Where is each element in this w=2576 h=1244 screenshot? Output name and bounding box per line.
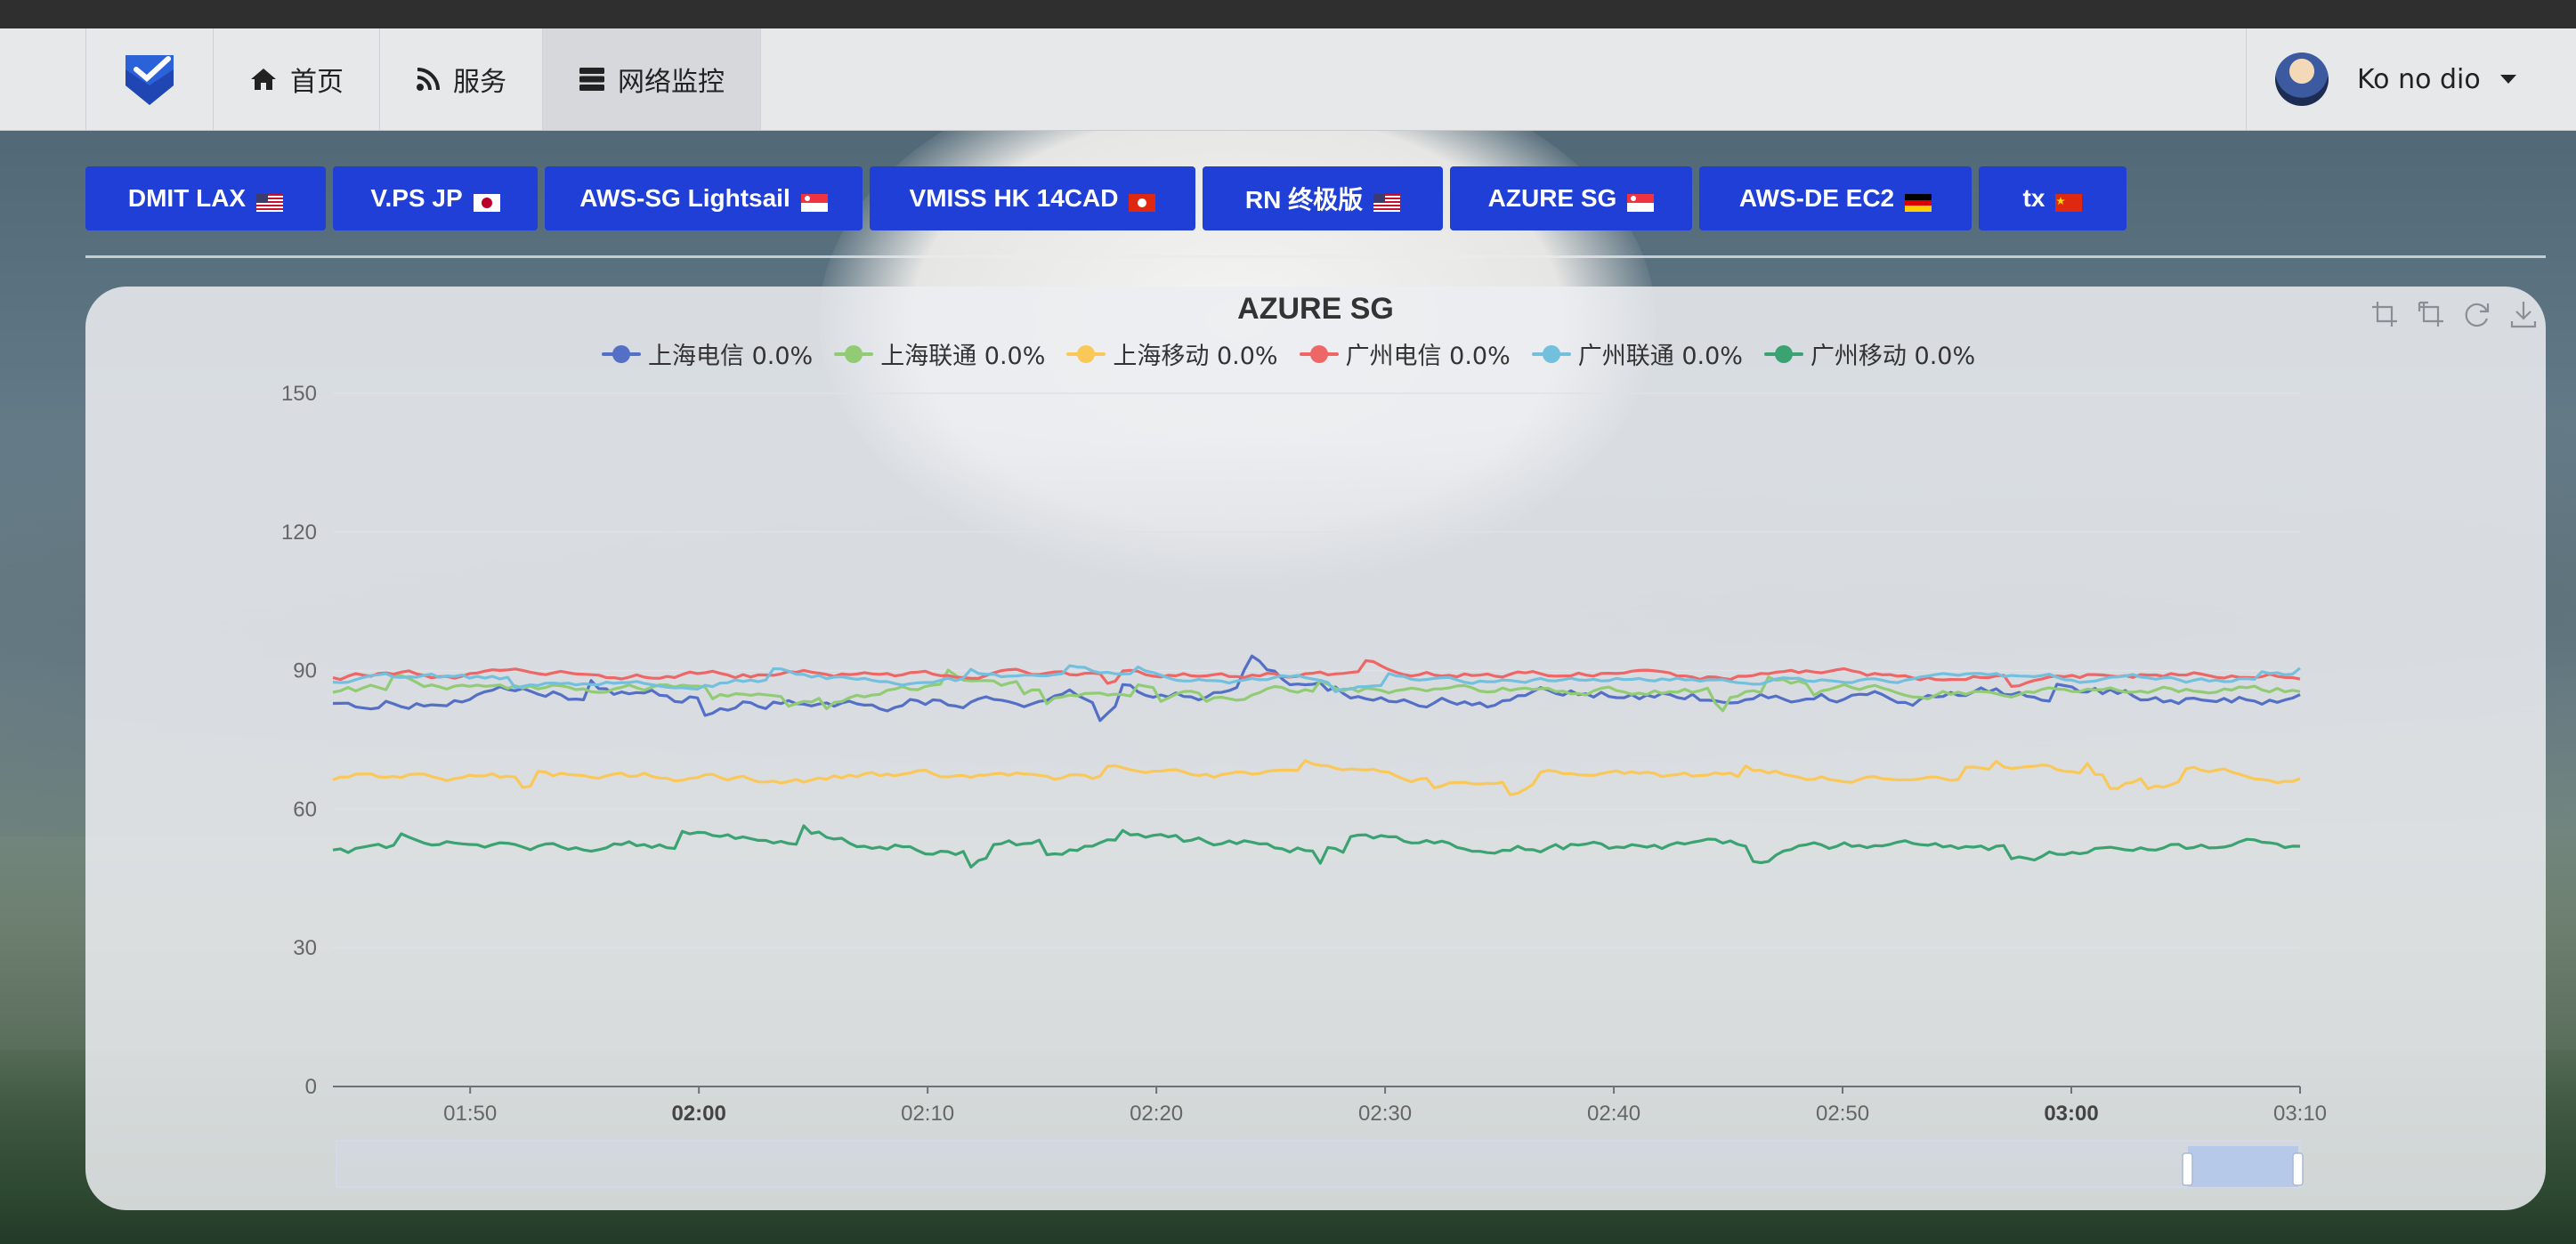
legend-marker-icon: [1066, 344, 1106, 364]
divider: [85, 255, 2546, 258]
nav-item-network-monitor[interactable]: 网络监控: [543, 28, 761, 130]
legend-marker-icon: [1763, 344, 1803, 364]
chevron-down-icon: [2499, 75, 2516, 84]
legend-label: 广州移动 0.0%: [1810, 343, 1976, 370]
legend-item[interactable]: 广州联通 0.0%: [1531, 336, 1743, 371]
browser-top-strip: [0, 0, 2576, 28]
chart-series: [332, 654, 2301, 868]
chart-toolbox: [2369, 299, 2539, 329]
nav-item-label: 首页: [290, 67, 344, 98]
tab-label: tx: [2022, 184, 2045, 212]
tab-aws-sg-lightsail[interactable]: AWS-SG Lightsail: [545, 166, 863, 230]
x-tick-label: 02:10: [901, 1102, 954, 1126]
home-icon: [249, 67, 278, 92]
tab-label: AWS-SG Lightsail: [579, 184, 790, 212]
legend-item[interactable]: 上海联通 0.0%: [834, 336, 1045, 371]
sg-flag-icon: [800, 190, 828, 212]
tab-dmit-lax[interactable]: DMIT LAX: [85, 166, 326, 230]
nav-item-label: 网络监控: [618, 67, 725, 98]
hk-flag-icon: [1129, 190, 1156, 212]
tab-label: AWS-DE EC2: [1738, 184, 1895, 212]
legend-label: 上海电信 0.0%: [648, 343, 814, 370]
legend-item[interactable]: 上海移动 0.0%: [1066, 336, 1278, 371]
legend-label: 广州电信 0.0%: [1345, 343, 1511, 370]
tab-label: AZURE SG: [1487, 184, 1617, 212]
y-tick-label: 0: [305, 1075, 317, 1099]
series-line: [332, 824, 2301, 868]
avatar: [2275, 53, 2329, 106]
us-flag-icon: [256, 190, 284, 212]
legend-label: 广州联通 0.0%: [1577, 343, 1743, 370]
y-tick-label: 90: [293, 659, 317, 683]
server-tabs: DMIT LAX V.PS JP AWS-SG Lightsail VMISS …: [85, 166, 2126, 230]
us-flag-icon: [1373, 190, 1401, 212]
jp-flag-icon: [473, 190, 500, 212]
tab-label: VMISS HK 14CAD: [909, 184, 1119, 212]
legend-label: 上海联通 0.0%: [880, 343, 1046, 370]
tab-azure-sg[interactable]: AZURE SG: [1450, 166, 1692, 230]
data-zoom-slider: [336, 1140, 2304, 1188]
legend-item[interactable]: 广州电信 0.0%: [1299, 336, 1511, 371]
chart-grid: [333, 392, 2300, 949]
tab-label: DMIT LAX: [127, 184, 247, 212]
y-axis: 0 30 60 90 120 150: [281, 382, 317, 1099]
nav-item-services[interactable]: 服务: [380, 28, 543, 130]
server-icon: [579, 67, 605, 92]
legend-marker-icon: [602, 344, 641, 364]
x-tick-label: 02:00: [671, 1102, 725, 1126]
zoom-track: [336, 1140, 2301, 1188]
x-tick-label: 03:10: [2273, 1102, 2327, 1126]
legend-marker-icon: [834, 344, 874, 364]
y-tick-label: 60: [293, 797, 317, 821]
x-tick-label: 02:20: [1130, 1102, 1183, 1126]
chart-title: AZURE SG: [1237, 292, 1394, 326]
series-line: [332, 664, 2301, 693]
zoom-handle-right[interactable]: [2292, 1152, 2304, 1186]
y-tick-label: 30: [293, 936, 317, 960]
x-tick-label: 02:40: [1587, 1102, 1640, 1126]
nav-item-home[interactable]: 首页: [214, 28, 380, 130]
x-tick-label: 02:30: [1358, 1102, 1412, 1126]
zoom-handle-left[interactable]: [2182, 1152, 2193, 1186]
tab-aws-de-ec2[interactable]: AWS-DE EC2: [1699, 166, 1972, 230]
site-logo[interactable]: [85, 28, 214, 130]
de-flag-icon: [1905, 190, 1932, 212]
x-tick-label: 02:50: [1816, 1102, 1869, 1126]
nav-item-label: 服务: [453, 67, 506, 98]
rss-icon: [416, 67, 441, 92]
tab-tx[interactable]: tx: [1979, 166, 2126, 230]
legend-marker-icon: [1531, 344, 1571, 364]
chart-panel: AZURE SG 上海电信 0.0% 上海联通 0.0% 上海移动 0.0% 广州电信…: [85, 287, 2546, 1210]
cn-flag-icon: [2055, 190, 2083, 212]
zoom-window: [2188, 1146, 2298, 1187]
y-tick-label: 150: [281, 382, 317, 406]
legend-item[interactable]: 上海电信 0.0%: [602, 336, 813, 371]
series-line: [332, 759, 2301, 796]
x-axis: 01:50 02:00 02:10 02:20 02:30 02:40 02:50 03:00…: [333, 1086, 2327, 1126]
legend-marker-icon: [1299, 344, 1339, 364]
tab-vmiss-hk[interactable]: VMISS HK 14CAD: [870, 166, 1195, 230]
tab-label: V.PS JP: [370, 184, 463, 212]
zoom-area-icon[interactable]: [2369, 299, 2400, 329]
refresh-icon[interactable]: [2462, 299, 2492, 329]
shield-check-logo-icon: [126, 55, 174, 105]
tab-label: RN 终极版: [1244, 186, 1364, 214]
tab-rn[interactable]: RN 终极版: [1203, 166, 1443, 230]
x-tick-label: 01:50: [443, 1102, 497, 1126]
sg-flag-icon: [1627, 190, 1655, 212]
legend-label: 上海移动 0.0%: [1113, 343, 1278, 370]
zoom-reset-icon[interactable]: [2416, 299, 2446, 329]
chart-legend: 上海电信 0.0% 上海联通 0.0% 上海移动 0.0% 广州电信 0.0% 广州联通…: [602, 336, 1975, 371]
y-tick-label: 120: [281, 521, 317, 545]
tab-vps-jp[interactable]: V.PS JP: [333, 166, 538, 230]
series-line: [332, 658, 2301, 688]
x-tick-label: 03:00: [2044, 1102, 2098, 1126]
user-menu[interactable]: Ko no dio: [2246, 28, 2576, 130]
user-name: Ko no dio: [2357, 63, 2481, 95]
legend-item[interactable]: 广州移动 0.0%: [1763, 336, 1976, 371]
navbar: 首页 服务 网络监控 Ko no dio: [0, 28, 2576, 131]
download-icon[interactable]: [2508, 299, 2539, 329]
